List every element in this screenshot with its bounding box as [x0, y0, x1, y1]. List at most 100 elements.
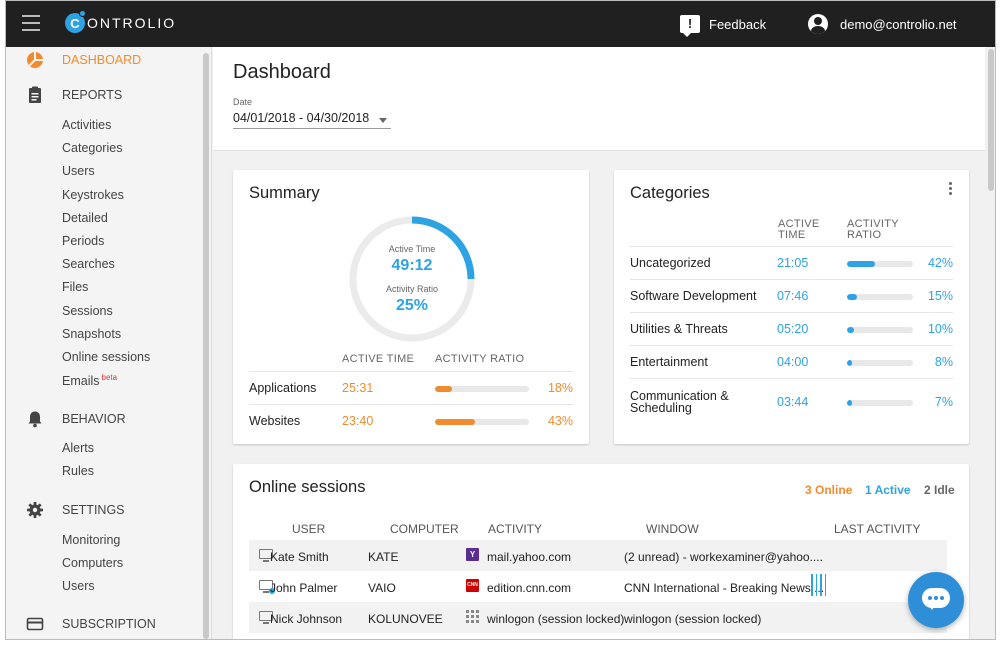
online-sessions-title: Online sessions	[249, 478, 366, 496]
date-label: Date	[233, 97, 253, 107]
online-count[interactable]: 3 Online	[805, 483, 853, 497]
category-row[interactable]: Software Development 07:46 15%	[630, 279, 953, 312]
sidebar-item-rules[interactable]: Rules	[62, 464, 94, 478]
sidebar-item-users[interactable]: Users	[62, 164, 95, 178]
cell-activity: winlogon (session locked)	[487, 612, 625, 626]
col-activity-ratio: ACTIVITY RATIO	[847, 218, 899, 241]
row-time: 05:20	[777, 322, 809, 336]
sidebar-item-categories[interactable]: Categories	[62, 141, 123, 155]
idle-count[interactable]: 2 Idle	[924, 483, 955, 497]
sidebar-item-label: DASHBOARD	[62, 53, 142, 67]
cell-computer: VAIO	[368, 581, 396, 595]
category-row[interactable]: Entertainment 04:00 8%	[630, 345, 953, 378]
row-name: Uncategorized	[630, 256, 711, 270]
row-percent: 10%	[927, 322, 953, 336]
col-window: WINDOW	[646, 522, 699, 536]
ratio-bar-fill	[847, 360, 853, 366]
table-row[interactable]: John Palmer VAIO CNN edition.cnn.com CNN…	[249, 571, 947, 602]
ratio-bar-fill	[847, 261, 875, 267]
cell-user: Kate Smith	[270, 550, 329, 564]
sidebar-item-label: SETTINGS	[62, 503, 125, 517]
ratio-bar-fill	[847, 327, 854, 333]
cell-computer: KOLUNOVEE	[368, 612, 443, 626]
sidebar-item-keystrokes[interactable]: Keystrokes	[62, 188, 124, 202]
sidebar-item-sessions[interactable]: Sessions	[62, 304, 113, 318]
cell-user: John Palmer	[270, 581, 338, 595]
ratio-bar	[847, 400, 913, 406]
summary-title: Summary	[249, 184, 320, 202]
cell-user: Nick Johnson	[270, 612, 343, 626]
sidebar-item-settings-users[interactable]: Users	[62, 579, 95, 593]
account-icon	[808, 14, 828, 34]
sidebar-item-label: SUBSCRIPTION	[62, 617, 156, 631]
gear-icon	[27, 502, 43, 518]
page-header: Dashboard Date 04/01/2018 - 04/30/2018	[213, 47, 985, 151]
sidebar-item-searches[interactable]: Searches	[62, 257, 115, 271]
table-row[interactable]: Nick Johnson KOLUNOVEE winlogon (session…	[249, 602, 947, 633]
bell-icon	[28, 411, 42, 428]
ratio-bar	[847, 360, 913, 366]
summary-row[interactable]: Applications 25:31 18%	[249, 371, 573, 404]
sidebar-item-computers[interactable]: Computers	[62, 556, 124, 570]
summary-card: Summary Active Time 49:12 Activity Ratio…	[233, 170, 589, 444]
chevron-down-icon[interactable]	[379, 118, 387, 123]
yahoo-favicon: Y	[466, 548, 479, 561]
ratio-bar	[847, 261, 913, 267]
sidebar-item-monitoring[interactable]: Monitoring	[62, 533, 121, 547]
row-name: Communication & Scheduling	[630, 389, 729, 415]
menu-icon[interactable]	[22, 15, 40, 31]
sidebar-item-emails[interactable]: Emails beta	[62, 373, 117, 388]
category-row[interactable]: Uncategorized 21:05 42%	[630, 246, 953, 279]
row-time: 03:44	[777, 395, 809, 409]
beta-badge: beta	[101, 373, 118, 382]
sidebar: DASHBOARD REPORTS Activities Categories …	[6, 47, 212, 639]
activity-ratio-label: Activity Ratio	[385, 284, 438, 294]
clipboard-icon	[29, 86, 41, 103]
user-menu[interactable]: demo@controlio.net	[808, 14, 957, 34]
row-percent: 15%	[927, 289, 953, 303]
col-last-activity: LAST ACTIVITY	[834, 522, 921, 536]
ratio-bar	[847, 294, 913, 300]
cnn-favicon: CNN	[466, 579, 479, 592]
logo-mark: C	[65, 10, 86, 33]
chat-button[interactable]	[908, 572, 964, 628]
row-time: 21:05	[777, 256, 809, 270]
sidebar-scrollbar[interactable]	[203, 53, 209, 639]
sidebar-item-files[interactable]: Files	[62, 280, 89, 294]
categories-title: Categories	[630, 184, 710, 202]
table-row[interactable]: Kate Smith KATE Y mail.yahoo.com (2 unre…	[249, 540, 947, 571]
category-row[interactable]: Utilities & Threats 05:20 10%	[630, 312, 953, 345]
cell-activity: mail.yahoo.com	[487, 550, 572, 564]
sidebar-item-label: REPORTS	[62, 88, 123, 102]
sidebar-item-snapshots[interactable]: Snapshots	[62, 327, 122, 341]
logo[interactable]: C ONTROLIO	[65, 10, 176, 33]
last-activity-sparkline	[811, 574, 829, 596]
computer-icon	[259, 611, 273, 624]
more-vert-icon[interactable]	[949, 182, 953, 197]
sidebar-item-activities[interactable]: Activities	[62, 118, 112, 132]
row-time: 07:46	[777, 289, 809, 303]
active-status-dot	[269, 588, 275, 594]
sidebar-item-periods[interactable]: Periods	[62, 234, 105, 248]
category-row[interactable]: Communication & Scheduling 03:44 7%	[630, 378, 953, 422]
row-time: 25:31	[342, 381, 374, 395]
date-range-select[interactable]: 04/01/2018 - 04/30/2018	[233, 111, 370, 125]
feedback-icon: !	[680, 15, 700, 37]
summary-row[interactable]: Websites 23:40 43%	[249, 404, 573, 437]
top-bar: C ONTROLIO ! Feedback demo@controlio.net	[6, 1, 995, 47]
row-time: 04:00	[777, 355, 809, 369]
row-name: Software Development	[630, 289, 757, 303]
row-percent: 42%	[927, 256, 953, 270]
feedback-button[interactable]: ! Feedback	[680, 15, 766, 37]
col-active-time: ACTIVE TIME	[342, 353, 415, 365]
activity-ratio-value: 25%	[395, 297, 429, 314]
active-count[interactable]: 1 Active	[865, 483, 911, 497]
cell-computer: KATE	[368, 550, 399, 564]
cell-activity: edition.cnn.com	[487, 581, 572, 595]
sidebar-item-alerts[interactable]: Alerts	[62, 441, 94, 455]
main-scrollbar[interactable]	[986, 47, 995, 639]
sidebar-item-online-sessions[interactable]: Online sessions	[62, 350, 151, 364]
online-sessions-card: Online sessions 3 Online 1 Active 2 Idle…	[233, 464, 969, 639]
ratio-bar	[847, 327, 913, 333]
sidebar-item-detailed[interactable]: Detailed	[62, 211, 108, 225]
